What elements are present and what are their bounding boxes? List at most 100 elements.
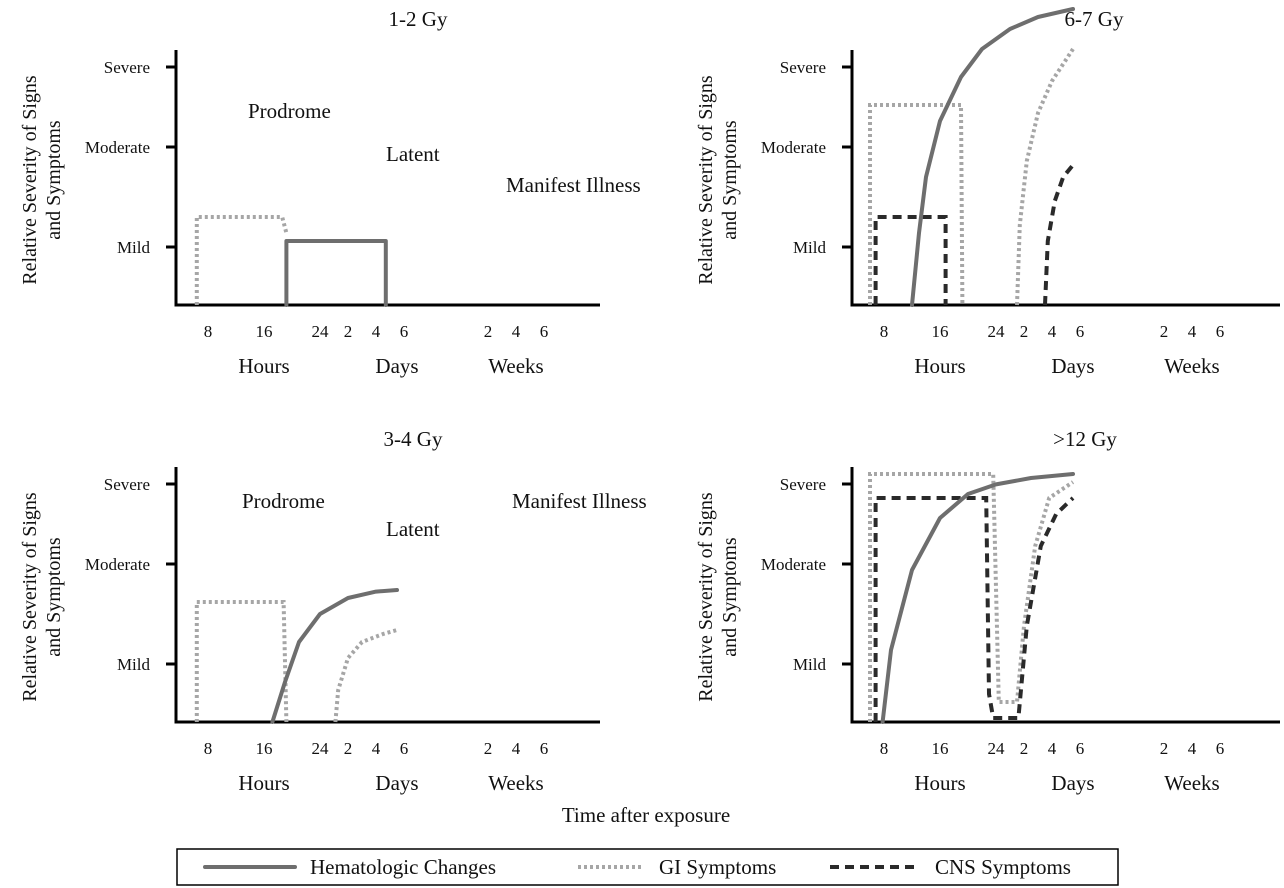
x-tick-label: 4 xyxy=(512,739,521,758)
panel-3: 3-4 Gy Mild Moderate Severe Relative Severit… xyxy=(19,427,647,795)
x-axis-title: Time after exposure xyxy=(562,803,730,827)
y-level-label: Severe xyxy=(104,475,150,494)
x-group-label: Days xyxy=(1051,354,1094,378)
legend-hema-label: Hematologic Changes xyxy=(310,855,496,879)
phase-label: Latent xyxy=(386,517,440,541)
legend-cns-label: CNS Symptoms xyxy=(935,855,1071,879)
phase-label: Manifest Illness xyxy=(512,489,647,513)
y-axis-title-line: Relative Severity of Signs xyxy=(19,492,41,702)
x-group-label: Days xyxy=(375,771,418,795)
legend-box xyxy=(176,848,1119,886)
x-group-label: Hours xyxy=(914,771,965,795)
x-tick-label: 8 xyxy=(204,739,213,758)
y-axis-title-line: and Symptoms xyxy=(719,537,741,657)
x-tick-label: 8 xyxy=(204,322,213,341)
x-group-label: Weeks xyxy=(1164,771,1219,795)
phase-label: Prodrome xyxy=(242,489,325,513)
panel-1: 1-2 Gy Mild Moderate Severe Relative Severit… xyxy=(19,7,641,378)
y-axis-title-line: Relative Severity of Signs xyxy=(19,75,41,285)
phase-label: Manifest Illness xyxy=(506,173,641,197)
y-axis-title-line: Relative Severity of Signs xyxy=(695,492,717,702)
series-hema xyxy=(284,239,388,307)
y-level-label: Severe xyxy=(780,475,826,494)
x-tick-label: 4 xyxy=(372,739,381,758)
y-level-label: Severe xyxy=(780,58,826,77)
series-gi_late xyxy=(333,628,398,723)
x-tick-label: 4 xyxy=(372,322,381,341)
series-hema xyxy=(910,7,1075,307)
phase-label: Prodrome xyxy=(248,99,331,123)
x-tick-label: 24 xyxy=(312,739,330,758)
series-gi xyxy=(868,472,1075,722)
y-level-label: Mild xyxy=(117,238,151,257)
x-tick-label: 2 xyxy=(1020,322,1029,341)
y-level-label: Moderate xyxy=(761,555,826,574)
y-level-label: Moderate xyxy=(85,555,150,574)
axis-lines xyxy=(174,50,600,307)
legend: Hematologic Changes GI Symptoms CNS Symp… xyxy=(176,848,1119,886)
x-tick-label: 16 xyxy=(932,322,949,341)
x-tick-label: 2 xyxy=(1160,322,1169,341)
series-hema xyxy=(880,472,1075,724)
panel-title: 1-2 Gy xyxy=(389,7,448,31)
x-tick-label: 6 xyxy=(1216,739,1225,758)
series-gi xyxy=(868,103,965,306)
y-level-label: Mild xyxy=(793,655,827,674)
y-axis-title-line: and Symptoms xyxy=(43,120,65,240)
axis-lines xyxy=(850,50,1280,307)
x-tick-label: 6 xyxy=(1076,739,1085,758)
x-tick-label: 2 xyxy=(484,322,493,341)
x-tick-label: 16 xyxy=(256,322,273,341)
x-group-label: Hours xyxy=(238,354,289,378)
x-tick-label: 2 xyxy=(344,322,353,341)
x-tick-label: 4 xyxy=(1048,322,1057,341)
panel-title: >12 Gy xyxy=(1053,427,1117,451)
panel-4: >12 Gy Mild Moderate Severe Relative Severit… xyxy=(695,427,1280,795)
x-tick-label: 24 xyxy=(312,322,330,341)
x-group-label: Hours xyxy=(914,354,965,378)
y-level-label: Severe xyxy=(104,58,150,77)
series-gi xyxy=(194,600,289,723)
x-tick-label: 6 xyxy=(540,322,549,341)
x-tick-label: 2 xyxy=(344,739,353,758)
x-tick-label: 4 xyxy=(512,322,521,341)
x-tick-label: 4 xyxy=(1048,739,1057,758)
x-group-label: Hours xyxy=(238,771,289,795)
x-tick-label: 2 xyxy=(1020,739,1029,758)
y-level-label: Mild xyxy=(117,655,151,674)
x-group-label: Weeks xyxy=(1164,354,1219,378)
y-axis-title-line: and Symptoms xyxy=(43,537,65,657)
series-cns xyxy=(873,215,948,305)
y-level-label: Mild xyxy=(793,238,827,257)
series-hema xyxy=(270,588,399,724)
x-tick-label: 4 xyxy=(1188,739,1197,758)
axis-lines xyxy=(850,467,1280,724)
panel-title: 3-4 Gy xyxy=(384,427,443,451)
x-tick-label: 16 xyxy=(932,739,949,758)
x-tick-label: 2 xyxy=(1160,739,1169,758)
x-tick-label: 24 xyxy=(988,322,1006,341)
series-cns_late xyxy=(1043,163,1075,306)
x-tick-label: 6 xyxy=(540,739,549,758)
x-tick-label: 6 xyxy=(400,322,409,341)
legend-gi-label: GI Symptoms xyxy=(659,855,776,879)
x-tick-label: 8 xyxy=(880,322,889,341)
x-group-label: Weeks xyxy=(488,771,543,795)
x-group-label: Days xyxy=(375,354,418,378)
x-tick-label: 24 xyxy=(988,739,1006,758)
series-cns xyxy=(873,496,1075,722)
x-group-label: Days xyxy=(1051,771,1094,795)
x-tick-label: 8 xyxy=(880,739,889,758)
y-axis-title-line: and Symptoms xyxy=(719,120,741,240)
panel-2: 6-7 Gy Mild Moderate Severe Relative Severit… xyxy=(695,7,1280,378)
x-group-label: Weeks xyxy=(488,354,543,378)
y-level-label: Moderate xyxy=(761,138,826,157)
x-tick-label: 6 xyxy=(1076,322,1085,341)
x-tick-label: 6 xyxy=(1216,322,1225,341)
axis-lines xyxy=(174,467,600,724)
y-level-label: Moderate xyxy=(85,138,150,157)
series-gi xyxy=(194,215,289,305)
series-gi_late xyxy=(1015,47,1075,306)
y-axis-title-line: Relative Severity of Signs xyxy=(695,75,717,285)
